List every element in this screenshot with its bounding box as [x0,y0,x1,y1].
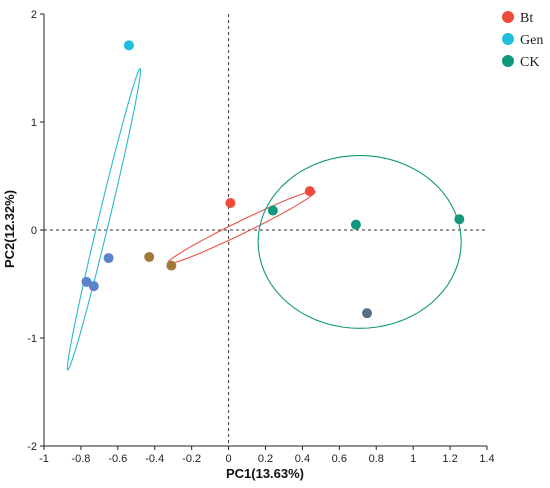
ellipse-bt [167,190,316,265]
y-tick-label: 1 [31,117,37,129]
data-point-ck [267,205,278,216]
x-tick-label: 0 [226,453,232,465]
data-point-ck [350,219,361,230]
legend-label-bt: Bt [520,11,533,26]
data-point-bt [166,260,177,271]
x-tick-label: 1 [410,453,416,465]
x-tick-label: 0.6 [332,453,347,465]
legend-label-ck: CK [520,55,539,70]
data-point-bt [144,252,155,262]
data-point-bt [225,198,236,208]
x-tick-label: 0.2 [258,453,273,465]
ellipse-gen [66,67,142,371]
x-tick-label: -0.6 [108,453,127,465]
x-tick-label: -0.4 [145,453,164,465]
x-tick-label: 0.8 [369,453,384,465]
axes: -1 -0.8 -0.6 -0.4 -0.2 0 0.2 0.4 0.6 0.8 1 1.2 1.4 -2… [27,9,494,465]
data-point-ck [362,308,373,319]
x-tick-label: 0.4 [295,453,310,465]
data-point-ck [454,214,465,225]
legend-marker-ck [502,55,514,67]
x-tick-label: -0.2 [182,453,201,465]
data-point-gen [103,253,114,264]
x-tick-label: 1.2 [442,453,457,465]
legend-label-gen: Gen [520,33,543,48]
legend-marker-gen [502,33,514,45]
legend-marker-bt [502,11,514,23]
y-tick-label: -1 [27,333,37,345]
y-axis-title: PC2(12.32%) [2,190,17,268]
x-tick-label: -0.8 [71,453,90,465]
data-point-gen [88,281,99,292]
plot-area [44,14,487,446]
y-tick-label: -2 [27,441,37,453]
y-tick-label: 0 [31,225,37,237]
legend: Bt Gen CK [502,11,543,70]
x-axis-title: PC1(13.63%) [226,466,304,481]
ellipse-ck [257,154,462,329]
data-point-gen [81,276,92,287]
x-tick-label: 1.4 [479,453,494,465]
data-point-bt [304,186,315,197]
data-point-gen [123,40,134,51]
x-tick-label: -1 [39,453,49,465]
y-tick-label: 2 [31,9,37,21]
